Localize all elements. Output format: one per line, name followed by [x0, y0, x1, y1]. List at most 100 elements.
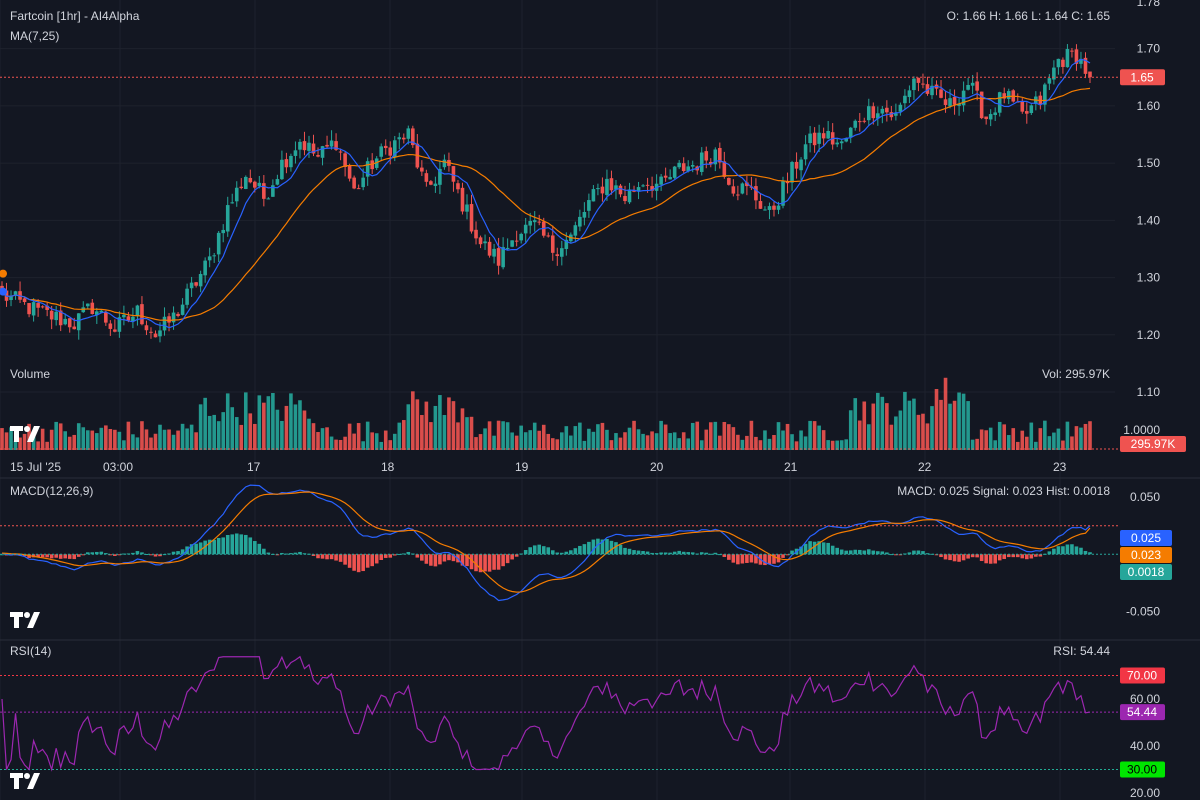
volume-bar	[1015, 441, 1020, 450]
volume-bar	[519, 425, 523, 450]
macd-histogram-bar	[650, 552, 654, 555]
volume-bar	[442, 415, 447, 450]
macd-histogram-bar	[501, 554, 505, 567]
volume-bar	[392, 433, 397, 450]
candle	[903, 95, 907, 104]
macd-histogram-bar	[560, 552, 564, 555]
macd-histogram-bar	[830, 545, 835, 555]
macd-histogram-bar	[550, 550, 555, 555]
volume-bar	[104, 425, 108, 450]
candle	[618, 185, 623, 195]
candle	[67, 318, 72, 328]
macd-histogram-bar	[772, 554, 776, 564]
candle	[781, 181, 785, 206]
volume-bar	[555, 439, 560, 450]
macd-histogram-bar	[767, 554, 772, 565]
macd-histogram-bar	[614, 542, 618, 555]
macd-histogram-bar	[447, 554, 451, 561]
volume-bar	[361, 441, 365, 450]
volume-bar	[1065, 421, 1070, 450]
volume-bar	[189, 424, 194, 450]
volume-bar	[95, 433, 99, 450]
volume-bar	[862, 401, 867, 450]
macd-histogram-bar	[316, 554, 320, 559]
volume-bar	[316, 432, 320, 450]
macd-histogram-bar	[293, 552, 298, 555]
macd-histogram-bar	[528, 547, 532, 555]
volume-bar	[997, 421, 1002, 450]
candle	[221, 229, 226, 234]
macd-histogram-bar	[1024, 554, 1029, 560]
volume-bar	[600, 422, 605, 450]
volume-bar	[659, 420, 663, 450]
volume-bar	[672, 432, 677, 450]
volume-bar	[627, 427, 632, 450]
macd-value-tag-label: 0.0018	[1128, 565, 1165, 579]
volume-bar	[54, 421, 58, 450]
candle	[839, 141, 844, 144]
candle	[85, 303, 90, 307]
volume-bar	[221, 412, 226, 450]
macd-histogram-bar	[939, 554, 943, 558]
candle	[22, 298, 27, 303]
volume-bar	[63, 431, 68, 450]
price-axis-tick-label: 1.0000	[1123, 423, 1160, 437]
candle	[153, 333, 158, 338]
candle	[1061, 59, 1065, 67]
candle	[180, 304, 185, 315]
candle	[451, 166, 456, 182]
macd-histogram-bar	[930, 553, 934, 555]
candle	[478, 237, 483, 245]
volume-bar	[1024, 436, 1029, 450]
volume-bar	[108, 428, 113, 450]
volume-bar	[397, 422, 402, 450]
candle	[302, 141, 307, 151]
rsi-axis-tick-label: 20.00	[1130, 786, 1160, 800]
candle	[162, 316, 167, 331]
volume-bar	[857, 420, 862, 450]
macd-histogram-bar	[997, 554, 1002, 561]
volume-bar	[623, 432, 627, 450]
volume-bar	[948, 403, 952, 450]
macd-histogram-bar	[921, 551, 925, 555]
macd-histogram-bar	[564, 551, 569, 555]
macd-histogram-bar	[1002, 554, 1007, 560]
candle	[343, 153, 347, 168]
last-volume-tag	[1120, 436, 1186, 452]
macd-histogram-bar	[790, 550, 794, 555]
price-axis-tick-label: 1.10	[1137, 385, 1161, 399]
volume-bar	[663, 424, 668, 450]
macd-histogram-bar	[763, 554, 767, 566]
macd-histogram-bar	[180, 549, 185, 555]
volume-bar	[821, 430, 826, 450]
volume-bar	[212, 414, 216, 450]
volume-bar	[835, 440, 839, 450]
volume-bar	[939, 399, 943, 450]
macd-histogram-bar	[708, 553, 713, 555]
volume-bar	[478, 434, 483, 450]
candle	[266, 198, 271, 200]
volume-bar	[36, 441, 40, 450]
volume-bar	[135, 437, 140, 450]
candle	[939, 89, 943, 98]
macd-histogram-bar	[36, 554, 40, 558]
volume-bar	[284, 405, 289, 450]
macd-histogram-bar	[731, 554, 736, 563]
volume-bar	[72, 434, 77, 450]
volume-bar	[420, 415, 424, 450]
volume-bar	[767, 438, 772, 450]
candle	[293, 150, 298, 156]
volume-bar	[564, 426, 569, 450]
rsi-oversold-tag-label: 30.00	[1127, 762, 1157, 776]
candle	[722, 161, 727, 177]
candle	[397, 137, 402, 140]
candle	[718, 147, 722, 163]
candle	[523, 224, 528, 234]
candle	[117, 317, 122, 332]
macd-histogram-bar	[587, 541, 591, 555]
volume-bar	[1074, 426, 1079, 450]
candle	[668, 177, 672, 180]
volume-bar	[641, 433, 645, 450]
candle	[636, 187, 641, 192]
